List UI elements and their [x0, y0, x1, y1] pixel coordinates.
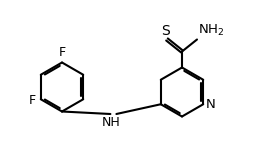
Text: S: S	[161, 24, 169, 38]
Text: NH$_2$: NH$_2$	[198, 23, 224, 38]
Text: NH: NH	[102, 117, 121, 129]
Text: F: F	[58, 45, 66, 58]
Text: F: F	[29, 94, 36, 107]
Text: N: N	[206, 98, 215, 111]
